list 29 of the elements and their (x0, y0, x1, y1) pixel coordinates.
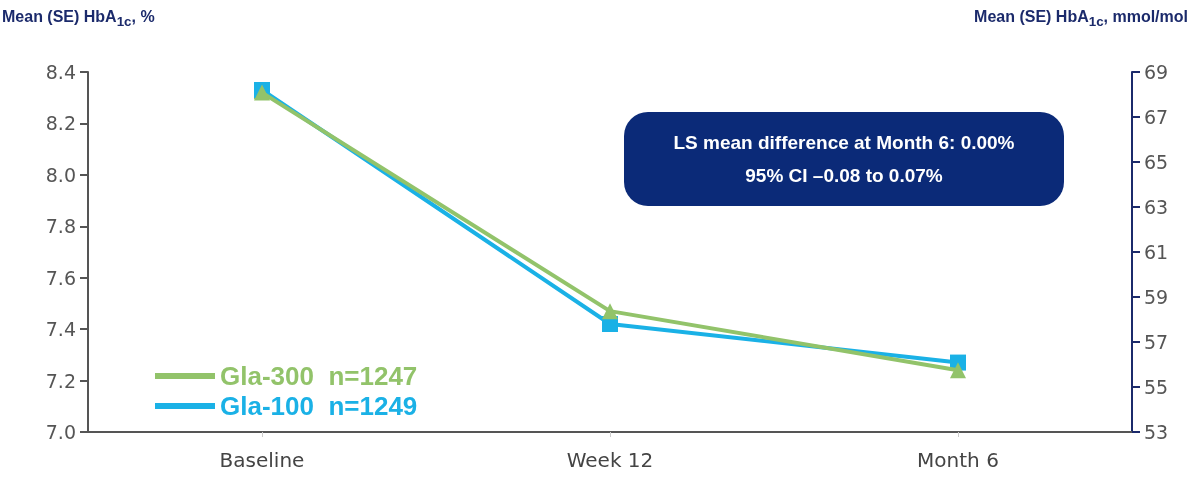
y-tick-label: 8.0 (45, 163, 76, 186)
y-tick-label: 8.4 (45, 61, 76, 83)
y-tick-label: 8.2 (45, 112, 76, 135)
point (602, 303, 618, 320)
y-tick-label: 7.2 (45, 369, 76, 392)
y2-tick-label: 53 (1144, 421, 1169, 443)
annotation: LS mean difference at Month 6: 0.00% (672, 131, 1016, 155)
annotation: 95% CI –0.08 to 0.07% (744, 164, 944, 188)
y2-tick-label: 63 (1144, 196, 1169, 218)
y-tick-label: 7.4 (45, 318, 76, 341)
y2-tick-label: 57 (1144, 331, 1169, 353)
x-tick-label: Baseline (219, 448, 305, 472)
y-tick-label: 7.0 (45, 421, 76, 443)
x-tick-label: Week 12 (566, 448, 654, 472)
y-tick-label: 7.6 (45, 266, 76, 289)
legend-label: Gla-300 n=1247 (220, 361, 418, 391)
legend-label: Gla-100 n=1249 (220, 391, 418, 421)
callout-box: LS mean difference at Month 6: 0.00% 95% CI –0.08 to 0.07% (624, 112, 1064, 206)
y2-tick-label: 67 (1144, 106, 1169, 128)
y2-tick-label: 61 (1144, 241, 1169, 263)
y2-tick-label: 69 (1144, 61, 1169, 83)
point (950, 362, 966, 379)
y-axis-title: Mean (SE) HbA$_{1c}$, % (2, 8, 155, 30)
x-tick-label: Month 6 (917, 448, 999, 472)
y2-tick-label: 65 (1144, 151, 1169, 173)
y2-tick-label: 59 (1144, 286, 1169, 308)
y2-axis-title: Mean (SE) HbA$_{1c}$, mmol/mol (974, 8, 1188, 30)
y-tick-label: 7.8 (45, 215, 76, 238)
y2-tick-label: 55 (1144, 376, 1169, 398)
